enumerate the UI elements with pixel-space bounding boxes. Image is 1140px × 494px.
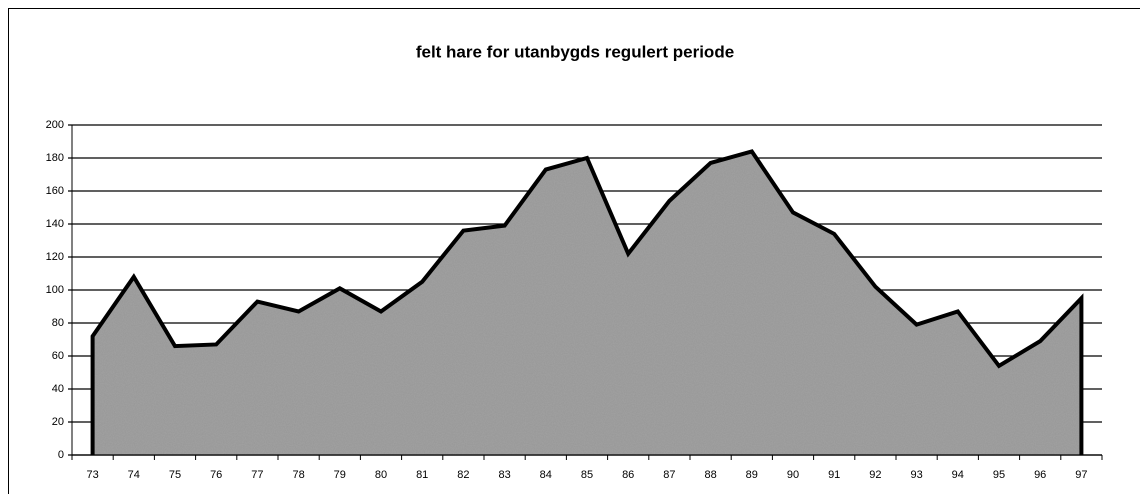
x-tick-label: 81 (416, 469, 428, 481)
x-tick-label: 97 (1075, 469, 1087, 481)
x-tick-label: 83 (498, 469, 510, 481)
x-tick-label: 92 (869, 469, 881, 481)
x-tick-label: 88 (704, 469, 716, 481)
area (92, 151, 1082, 455)
x-tick-label: 96 (1034, 469, 1046, 481)
x-tick-label: 90 (787, 469, 799, 481)
x-tick-label: 82 (457, 469, 469, 481)
x-tick-label: 80 (375, 469, 387, 481)
y-tick-label: 160 (46, 185, 64, 197)
y-tick-label: 0 (58, 449, 64, 461)
x-tick-label: 74 (128, 469, 140, 481)
y-tick-label: 180 (46, 152, 64, 164)
y-tick-label: 200 (46, 119, 64, 131)
x-tick-label: 84 (540, 469, 552, 481)
x-tick-label: 75 (169, 469, 181, 481)
y-tick-label: 100 (46, 284, 64, 296)
x-tick-label: 95 (993, 469, 1005, 481)
x-tick-label: 76 (210, 469, 222, 481)
y-tick-label: 80 (52, 317, 64, 329)
x-tick-label: 93 (910, 469, 922, 481)
x-tick-label: 89 (746, 469, 758, 481)
x-tick-label: 94 (952, 469, 964, 481)
frame (8, 8, 1140, 494)
x-tick-label: 77 (251, 469, 263, 481)
y-tick-label: 40 (52, 383, 64, 395)
x-tick-label: 79 (334, 469, 346, 481)
x-tick-label: 87 (663, 469, 675, 481)
x-tick-label: 78 (292, 469, 304, 481)
x-tick-label: 85 (581, 469, 593, 481)
y-tick-label: 20 (52, 416, 64, 428)
y-tick-label: 120 (46, 251, 64, 263)
chart-title: felt hare for utanbygds regulert periode (416, 42, 734, 61)
y-tick-label: 60 (52, 350, 64, 362)
x-tick-label: 86 (622, 469, 634, 481)
x-tick-label: 73 (86, 469, 98, 481)
y-tick-label: 140 (46, 218, 64, 230)
x-tick-label: 91 (828, 469, 840, 481)
area-outline (90, 149, 1084, 455)
